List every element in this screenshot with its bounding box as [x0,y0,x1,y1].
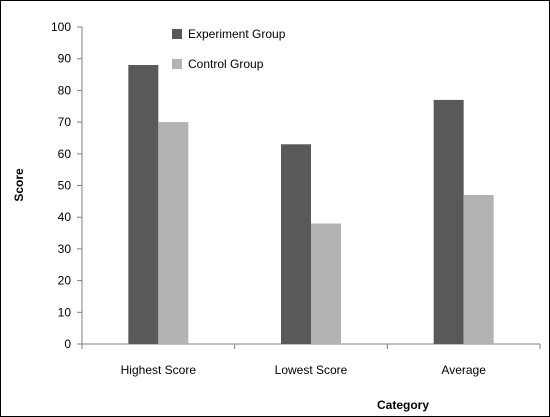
bar [463,195,494,344]
legend-swatch [172,29,182,39]
y-tick-label: 20 [58,274,72,288]
y-axis-title: Score [12,168,26,202]
x-axis: Highest Score Lowest Score Average [81,343,541,377]
bar [158,122,189,344]
y-axis: 0 10 20 30 40 50 60 70 80 90 100 [51,20,83,351]
x-tick-label: Average [441,363,486,377]
x-tick-label: Highest Score [121,363,197,377]
y-tick-label: 40 [58,210,72,224]
y-tick-label: 60 [58,147,72,161]
y-tick-label: 80 [58,83,72,97]
x-axis-title: Category [377,398,429,412]
y-tick-label: 0 [64,337,71,351]
legend-swatch [172,59,182,69]
bar [311,223,341,344]
bar [128,65,159,344]
y-tick-label: 10 [58,305,72,319]
y-tick-label: 100 [51,20,71,34]
legend: Experiment Group Control Group [172,27,286,71]
y-tick-label: 90 [58,52,72,66]
bar [433,99,464,344]
legend-label: Control Group [188,57,264,71]
x-tick-label: Lowest Score [275,363,348,377]
legend-label: Experiment Group [188,27,286,41]
y-tick-label: 30 [58,242,72,256]
y-tick-label: 70 [58,115,72,129]
y-tick-label: 50 [58,179,72,193]
bar [281,144,311,344]
bars [128,65,494,344]
